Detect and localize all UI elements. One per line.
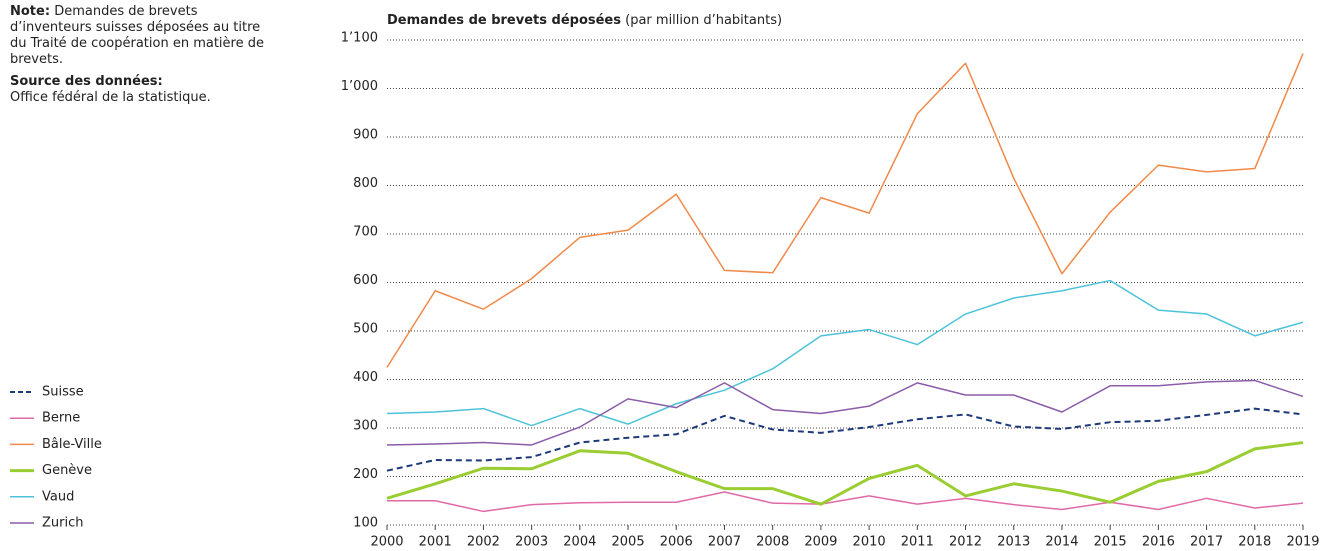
x-tick-label: 2019 [1286, 535, 1319, 550]
x-tick-label: 2010 [853, 535, 886, 550]
x-tick-label: 2013 [997, 535, 1030, 550]
legend-label: Genève [42, 463, 92, 478]
x-tick-label: 2015 [1094, 535, 1127, 550]
x-tick-label: 2007 [708, 535, 741, 550]
legend-label: Zurich [42, 516, 84, 531]
x-tick-label: 2003 [515, 535, 548, 550]
x-tick-label: 2006 [660, 535, 693, 550]
note-text: Demandes de brevets d’inventeurs suisses… [10, 4, 264, 67]
source-text: Office fédéral de la statistique. [10, 90, 211, 105]
x-tick-label: 2004 [563, 535, 596, 550]
legend-label: Vaud [42, 489, 74, 504]
legend-label: Berne [42, 411, 80, 426]
y-tick-label: 1’100 [341, 31, 378, 46]
x-tick-label: 2014 [1045, 535, 1078, 550]
x-tick-label: 2002 [467, 535, 500, 550]
series-line [386, 441, 1304, 506]
y-tick-label: 300 [353, 419, 378, 434]
chart-title: Demandes de brevets déposées (par millio… [387, 13, 782, 28]
y-tick-label: 400 [353, 370, 378, 385]
y-tick-label: 100 [353, 516, 378, 531]
series-line [386, 379, 1304, 446]
title: Demandes de brevets déposées [387, 13, 621, 28]
series-line [386, 407, 1304, 472]
series-line [387, 491, 1304, 513]
note: Note: Demandes de brevets d’inventeurs s… [10, 4, 270, 68]
x-tick-label: 2018 [1238, 535, 1271, 550]
legend-label: Bâle-Ville [42, 437, 102, 452]
legend-label: Suisse [42, 385, 84, 400]
note-label: Note: [10, 4, 51, 19]
y-tick-label: 1’000 [341, 79, 378, 94]
series-line [386, 53, 1304, 368]
x-tick-label: 2016 [1142, 535, 1175, 550]
series-line [386, 279, 1304, 427]
x-tick-label: 2001 [419, 535, 452, 550]
y-tick-label: 500 [353, 322, 378, 337]
subtitle: (par million d’habitants) [625, 13, 782, 28]
y-tick-label: 600 [353, 273, 378, 288]
x-tick-label: 2011 [901, 535, 934, 550]
x-tick-label: 2008 [756, 535, 789, 550]
y-tick-label: 200 [353, 467, 378, 482]
y-tick-label: 900 [353, 128, 378, 143]
source-label: Source des données: [10, 74, 163, 89]
x-tick-label: 2017 [1190, 535, 1223, 550]
notes: Note: Demandes de brevets d’inventeurs s… [10, 4, 270, 112]
x-tick-label: 2005 [612, 535, 645, 550]
x-tick-label: 2012 [949, 535, 982, 550]
x-tick-label: 2009 [804, 535, 837, 550]
y-tick-label: 700 [353, 225, 378, 240]
source: Source des données: Office fédéral de la … [10, 74, 270, 106]
y-tick-label: 800 [353, 176, 378, 191]
x-tick-label: 2000 [370, 535, 403, 550]
